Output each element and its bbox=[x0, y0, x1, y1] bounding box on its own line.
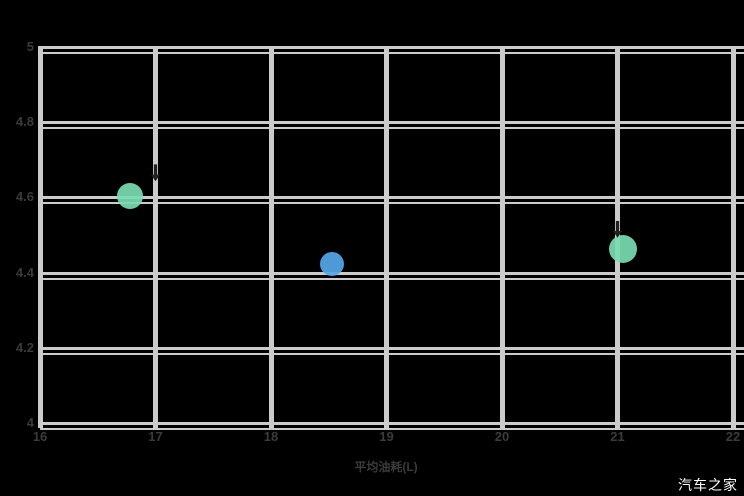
horizontal-gridline bbox=[40, 346, 744, 350]
x-tick-label: 22 bbox=[725, 429, 741, 444]
horizontal-gridline bbox=[40, 52, 744, 54]
data-point[interactable] bbox=[117, 183, 144, 210]
horizontal-gridline bbox=[40, 196, 744, 200]
horizontal-gridline bbox=[40, 352, 744, 355]
horizontal-gridline bbox=[40, 271, 744, 275]
data-point[interactable] bbox=[609, 235, 638, 264]
y-tick-label: 4 bbox=[26, 415, 34, 430]
x-axis-title: 平均油耗(L) bbox=[354, 460, 418, 474]
horizontal-gridline bbox=[40, 127, 744, 130]
horizontal-gridline bbox=[40, 46, 744, 49]
y-tick-label: 5 bbox=[26, 39, 34, 54]
vertical-gridline bbox=[153, 46, 158, 428]
horizontal-gridline bbox=[40, 422, 744, 425]
watermark-text: 汽车之家 bbox=[678, 477, 738, 493]
y-tick-label: 4.6 bbox=[15, 189, 34, 205]
horizontal-gridline bbox=[40, 428, 744, 430]
x-tick-label: 19 bbox=[379, 429, 394, 444]
x-tick-label: 16 bbox=[32, 429, 48, 444]
marker-arrow-icon bbox=[613, 220, 622, 238]
vertical-gridline bbox=[37, 46, 43, 428]
x-tick-label: 18 bbox=[263, 429, 279, 444]
y-tick-label: 4.8 bbox=[15, 114, 34, 130]
x-tick-label: 20 bbox=[494, 429, 510, 444]
horizontal-gridline bbox=[40, 277, 744, 280]
data-point[interactable] bbox=[320, 252, 345, 277]
horizontal-gridline bbox=[40, 202, 744, 205]
x-tick-label: 21 bbox=[610, 429, 625, 444]
vertical-gridline bbox=[499, 46, 505, 428]
vertical-gridline bbox=[268, 46, 274, 428]
vertical-gridline bbox=[384, 46, 389, 428]
marker-arrow-icon bbox=[151, 164, 160, 182]
x-tick-label: 17 bbox=[148, 429, 163, 444]
y-tick-label: 4.4 bbox=[15, 264, 34, 280]
y-tick-label: 4.2 bbox=[15, 339, 34, 355]
vertical-gridline bbox=[730, 46, 736, 428]
horizontal-gridline bbox=[40, 121, 744, 125]
